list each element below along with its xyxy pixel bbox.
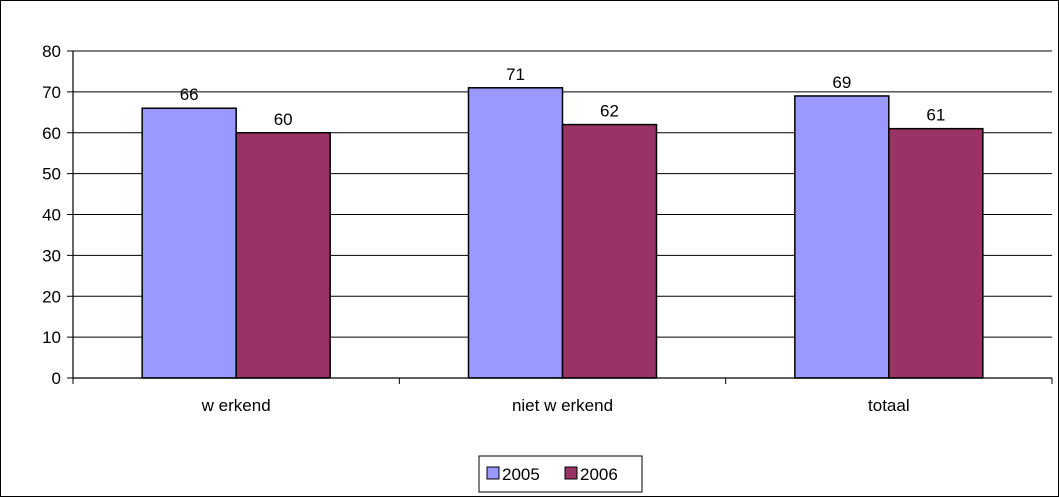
category-label: niet w erkend	[512, 396, 613, 415]
bar-2006-0	[235, 132, 331, 379]
data-label: 62	[600, 102, 619, 121]
y-tick-label: 50	[42, 165, 61, 184]
data-label: 66	[180, 85, 199, 104]
category-label: w erkend	[201, 396, 271, 415]
y-tick-label: 70	[42, 83, 61, 102]
y-tick-label: 20	[42, 287, 61, 306]
bars	[141, 87, 984, 379]
legend-label: 2006	[580, 465, 618, 484]
y-tick-label: 60	[42, 124, 61, 143]
data-label: 71	[506, 65, 525, 84]
bar-2005-0	[141, 107, 237, 379]
bar-2006-1	[561, 123, 658, 379]
y-tick-label: 30	[42, 246, 61, 265]
bar-2005-2	[794, 95, 890, 379]
bar-2006-2	[888, 127, 984, 379]
category-label: totaal	[868, 396, 910, 415]
axes	[67, 50, 1053, 384]
y-tick-label: 0	[52, 369, 61, 388]
legend-swatch-2005	[486, 466, 500, 480]
bar-2005-1	[467, 87, 564, 379]
legend-label: 2005	[502, 465, 540, 484]
y-tick-label: 40	[42, 206, 61, 225]
legend-box	[478, 455, 643, 493]
data-label: 61	[926, 106, 945, 125]
legend-swatch-2006	[564, 466, 578, 480]
data-label: 69	[832, 73, 851, 92]
y-tick-label: 80	[42, 42, 61, 61]
y-tick-label: 10	[42, 328, 61, 347]
data-label: 60	[274, 110, 293, 129]
legend: 2005 2006	[478, 455, 643, 493]
labels: 0 10 20 30 40 50 60 70 80 66 60 w erkend 71 62 niet w …	[42, 42, 945, 415]
